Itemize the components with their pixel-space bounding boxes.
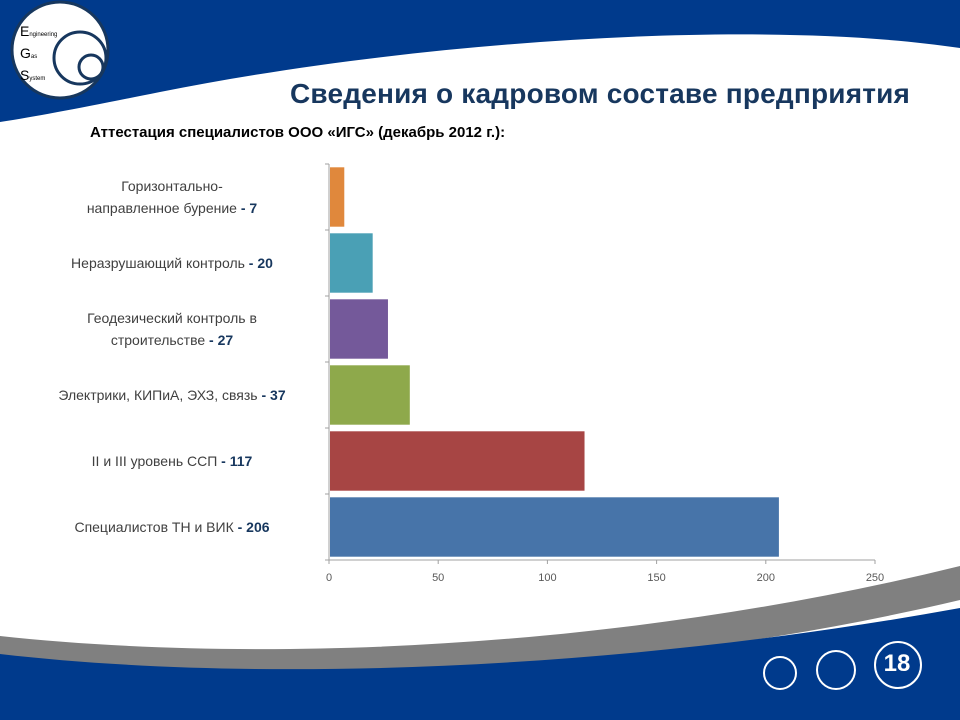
page-number: 18	[883, 650, 911, 677]
category-label: II и III уровень ССП - 117	[92, 453, 253, 469]
page-number-circle	[874, 641, 922, 689]
category-label: направленное бурение - 7	[87, 200, 258, 216]
x-tick-label: 150	[647, 572, 665, 584]
category-label: Горизонтально-	[121, 178, 223, 194]
bottom-blue-band	[0, 608, 960, 720]
category-label: Специалистов ТН и ВИК - 206	[74, 519, 269, 535]
chart-subtitle: Аттестация специалистов ООО «ИГС» (декаб…	[90, 124, 506, 141]
x-tick-label: 100	[538, 572, 556, 584]
bar	[330, 167, 345, 227]
logo-line-2: Gas	[20, 45, 38, 61]
logo-line-3: System	[20, 67, 46, 83]
slide-title: Сведения о кадровом составе предприятия	[290, 78, 911, 109]
company-logo	[10, 0, 110, 100]
x-tick-label: 250	[866, 572, 884, 584]
bar	[330, 233, 373, 293]
bar	[330, 497, 779, 557]
nav-circle-1[interactable]	[763, 656, 797, 690]
top-blue-band	[0, 0, 960, 122]
category-label: Электрики, КИПиА, ЭХЗ, связь - 37	[58, 387, 285, 403]
bottom-gray-swoosh	[0, 566, 960, 677]
logo-line-1: Engineering	[20, 23, 58, 39]
category-label: Геодезический контроль в	[87, 310, 257, 326]
category-label: Неразрушающий контроль - 20	[71, 255, 273, 271]
bar	[330, 431, 585, 491]
x-tick-label: 0	[326, 572, 332, 584]
x-tick-label: 50	[432, 572, 444, 584]
category-label: строительстве - 27	[111, 332, 234, 348]
x-tick-label: 200	[757, 572, 775, 584]
bar	[330, 299, 388, 359]
bar	[330, 365, 410, 425]
nav-circle-2[interactable]	[816, 650, 856, 690]
